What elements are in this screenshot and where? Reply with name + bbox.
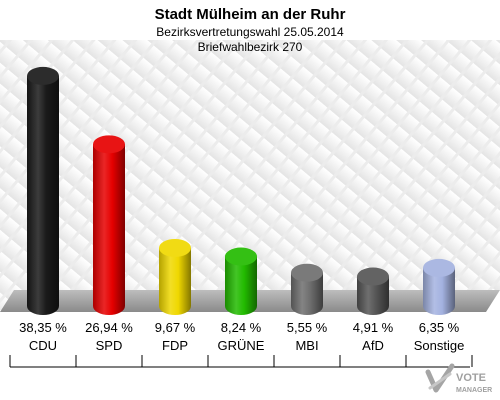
bar-top-cap (357, 267, 389, 286)
bar-sonstige (423, 258, 455, 315)
category-separators (9, 355, 473, 367)
category-label: GRÜNE (218, 338, 265, 353)
value-label: 26,94 % (85, 320, 133, 335)
chart-title: Stadt Mülheim an der Ruhr (155, 6, 346, 23)
chart-subtitle-1: Bezirksvertretungswahl 25.05.2014 (156, 25, 344, 39)
value-label: 4,91 % (353, 320, 394, 335)
category-label: MBI (295, 338, 318, 353)
category-label: CDU (29, 338, 57, 353)
bar-body (423, 267, 455, 315)
bar-body (357, 276, 389, 315)
bar-top-cap (159, 238, 191, 257)
bar-top-cap (291, 263, 323, 282)
labels-group: 38,35 % CDU 26,94 % SPD 9,67 % FDP 8,24 % GRÜNE… (19, 320, 464, 353)
category-label: Sonstige (414, 338, 465, 353)
chart-subtitle-2: Briefwahlbezirk 270 (198, 40, 303, 54)
category-label: SPD (96, 338, 123, 353)
category-label: FDP (162, 338, 188, 353)
logo-check-icon (425, 363, 455, 393)
bar-top-cap (93, 135, 125, 154)
bar-fdp (159, 238, 191, 315)
bar-mbi (291, 263, 323, 315)
bar-spd (93, 135, 125, 315)
bars-group (27, 66, 455, 316)
logo-text-vote: VOTE (456, 372, 486, 384)
bar-body (27, 75, 59, 316)
value-label: 38,35 % (19, 320, 67, 335)
bar-top-cap (225, 247, 257, 266)
logo-text-manager: MANAGER (456, 387, 492, 394)
bar-top-cap (423, 258, 455, 277)
bar-body (93, 144, 125, 315)
bar-top-cap (27, 66, 59, 85)
bar-body (159, 247, 191, 315)
value-label: 9,67 % (155, 320, 196, 335)
value-label: 6,35 % (419, 320, 460, 335)
bar-cdu (27, 66, 59, 316)
category-label: AfD (362, 338, 384, 353)
bar-body (225, 256, 257, 315)
bar-grüne (225, 247, 257, 315)
vote-manager-logo: VOTE MANAGER (425, 363, 492, 394)
bar-afd (357, 267, 389, 315)
value-label: 8,24 % (221, 320, 262, 335)
bar-body (291, 272, 323, 315)
value-label: 5,55 % (287, 320, 328, 335)
